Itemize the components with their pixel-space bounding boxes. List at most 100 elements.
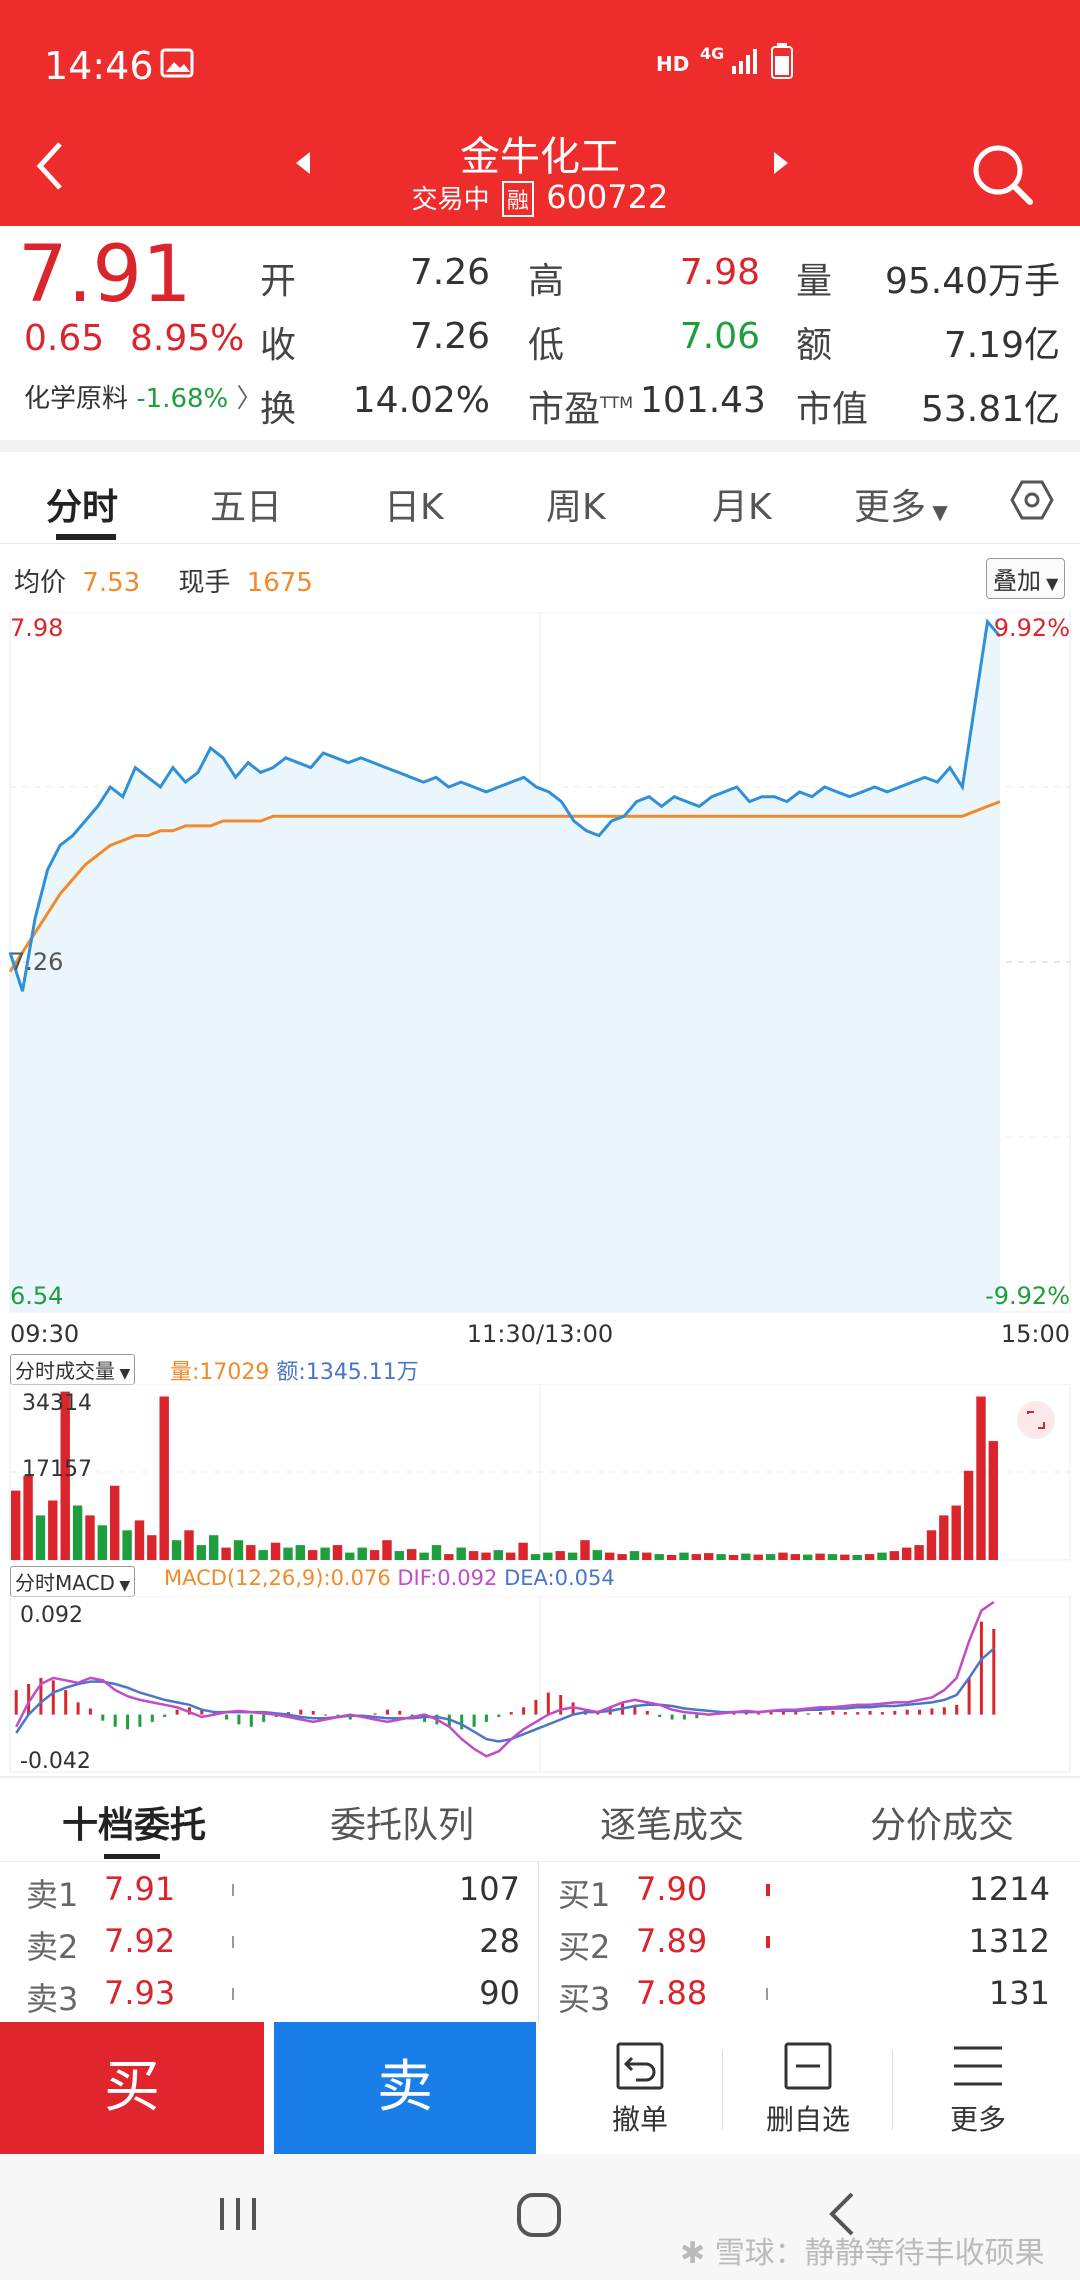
macd-info-macd: MACD(12,26,9):0.076 [164,1566,391,1590]
tab-five-day[interactable]: 五日 [210,487,283,528]
next-stock-icon[interactable] [772,150,790,180]
buy-button[interactable]: 买 [0,2022,264,2154]
volume-indicator-select[interactable]: 分时成交量 ▼ [10,1354,136,1385]
volume-bar [766,1936,770,1948]
low-label: 低 [528,325,565,366]
remove-watchlist-button[interactable]: 删自选 [728,2030,888,2150]
status-time: 14:46 [44,44,154,88]
dea-line [15,1647,995,1743]
open-label: 开 [260,261,297,302]
home-icon[interactable] [516,2192,562,2242]
macd-bar [769,1712,773,1715]
watermark: ✱ 雪球：静静等待丰收硕果 [680,2228,1045,2272]
macd-bar [831,1710,835,1715]
watermark-text: 雪球：静静等待丰收硕果 [714,2236,1045,2271]
tab-weekly-k[interactable]: 周K [546,487,606,528]
macd-bar [992,1628,996,1715]
volume-bar [629,1551,640,1560]
macd-bar [868,1710,872,1715]
cancel-order-button[interactable]: 撤单 [560,2030,720,2150]
volume-bar [283,1547,293,1560]
sell-button[interactable]: 卖 [274,2022,536,2154]
avg-price-label: 均价 [14,568,67,598]
volume-chart[interactable]: 34314 17157 [0,1384,1080,1564]
volume-bar [431,1545,442,1560]
volume-bar [728,1555,739,1560]
price-line [8,618,1002,992]
macd-bar [101,1714,105,1721]
sell-volume: 28 [479,1922,520,1960]
high-label: 高 [528,261,565,302]
volume-bar [716,1554,726,1560]
volume-bar [232,1988,234,2000]
macd-bar [299,1709,303,1715]
tab-intraday[interactable]: 分时 [46,487,119,528]
search-icon[interactable] [970,142,1036,212]
volume-bar [233,1540,244,1560]
sector-link[interactable]: 化学原料 -1.68% 〉 [24,378,263,415]
volume-bar [23,1475,33,1560]
macd-chart[interactable]: 0.092 -0.042 [0,1596,1080,1776]
volume-bar [803,1554,813,1560]
more-actions-button[interactable]: 更多 [898,2030,1058,2150]
chevron-right-icon: 〉 [236,384,263,414]
macd-indicator-select[interactable]: 分时MACD ▼ [10,1566,136,1597]
volume-bar [691,1554,701,1560]
close-label: 收 [260,325,297,366]
macd-bar [930,1708,934,1715]
price-change-pct: 8.95% [130,318,245,359]
back-arrow-icon[interactable] [30,136,70,200]
macd-info: MACD(12,26,9):0.076 DIF:0.092 DEA:0.054 [164,1566,615,1590]
macd-bar [262,1714,266,1722]
status-bar: 14:46 HD 4G [0,0,1080,130]
tab-price-trades[interactable]: 分价成交 [870,1805,1015,1846]
cancel-order-label: 撤单 [611,2103,668,2136]
volume-bar [679,1552,689,1560]
orderbook-tabs: 十档委托 委托队列 逐笔成交 分价成交 [0,1778,1080,1862]
x-axis-label: 15:00 [1001,1320,1070,1348]
prev-stock-icon[interactable] [294,150,312,180]
macd-bar [819,1712,823,1715]
volume-bar [444,1554,454,1560]
volume-bar [939,1515,949,1560]
tab-order-queue[interactable]: 委托队列 [330,1805,475,1846]
divider [0,1776,1080,1778]
volume-bar [926,1530,937,1560]
caret-down-icon: ▼ [114,1578,131,1594]
intraday-price-chart[interactable]: 7.98 7.26 6.54 9.92% -9.92% 09:30 11:30/13:00 1… [0,612,1080,1352]
divider [0,440,1080,452]
volume-bar [666,1555,677,1560]
volume-bar [332,1545,343,1560]
volume-bar [914,1545,924,1560]
tab-more[interactable]: 更多 ▼ [854,487,948,528]
market-cap-value: 53.81亿 [920,389,1060,430]
tab-daily-k[interactable]: 日K [384,487,444,528]
tab-tick-trades[interactable]: 逐笔成交 [600,1805,745,1846]
volume-bar [889,1551,899,1560]
tab-monthly-k[interactable]: 月K [712,487,772,528]
open-value: 7.26 [409,252,490,293]
sell-row: 卖3 7.93 90 [0,1974,538,2022]
macd-bar [806,1713,810,1715]
tab-ten-level[interactable]: 十档委托 [62,1805,207,1846]
sell-volume: 107 [458,1870,520,1908]
avg-price-line [8,800,1001,973]
macd-bar [311,1710,315,1715]
amount-value: 7.19亿 [943,325,1060,366]
sell-row: 卖2 7.92 28 [0,1922,538,1970]
back-nav-icon[interactable] [826,2190,856,2242]
remove-watchlist-label: 删自选 [765,2103,850,2136]
sell-row: 卖1 7.91 107 [0,1870,538,1918]
volume-bar [654,1554,664,1560]
buy-row: 买3 7.88 131 [540,1974,1080,2022]
settings-hex-icon[interactable] [1010,478,1054,526]
volume-bar [543,1552,553,1560]
overlay-label: 叠加 [993,567,1041,595]
volume-bar [184,1530,194,1560]
macd-bar [286,1712,290,1715]
volume-bar [530,1554,541,1560]
y-axis-label-max: 34314 [22,1391,92,1416]
overlay-button[interactable]: 叠加 ▼ [986,558,1066,599]
expand-icon[interactable] [1016,1400,1056,1444]
recent-apps-icon[interactable] [216,2194,260,2238]
